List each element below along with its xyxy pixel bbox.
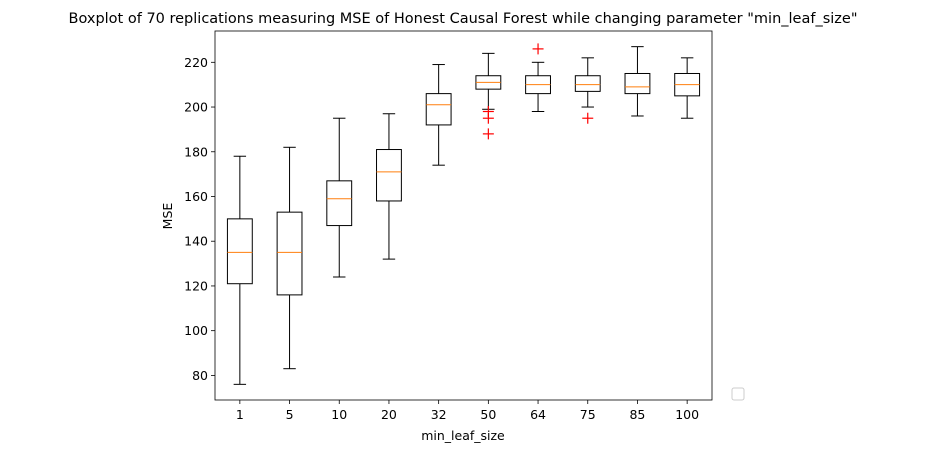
x-axis-label: min_leaf_size bbox=[421, 428, 505, 443]
box-10 bbox=[326, 180, 353, 227]
box-20 bbox=[376, 149, 402, 202]
y-tick-label-180: 180 bbox=[184, 144, 208, 159]
x-tick-label-64: 64 bbox=[530, 407, 546, 422]
x-tick-label-75: 75 bbox=[580, 407, 596, 422]
box-5 bbox=[276, 211, 303, 296]
legend-box bbox=[731, 387, 745, 401]
chart-title: Boxplot of 70 replications measuring MSE… bbox=[69, 11, 858, 27]
outlier-50-2 bbox=[482, 128, 494, 140]
y-tick-label-80: 80 bbox=[192, 368, 208, 383]
x-tick-label-10: 10 bbox=[331, 407, 347, 422]
plot-frame bbox=[214, 30, 713, 401]
box-1 bbox=[226, 218, 253, 285]
x-tick-label-1: 1 bbox=[236, 407, 244, 422]
x-tick-label-50: 50 bbox=[480, 407, 496, 422]
outlier-50-1 bbox=[482, 112, 494, 124]
plot-area: 80 100 120 140 160 180 200 220 1 5 10 20 32 50 64 75 85 1… bbox=[184, 43, 701, 422]
y-tick-label-220: 220 bbox=[184, 55, 208, 70]
y-tick-label-140: 140 bbox=[184, 234, 208, 249]
x-tick-label-5: 5 bbox=[286, 407, 294, 422]
y-tick-label-200: 200 bbox=[184, 100, 208, 115]
y-tick-label-160: 160 bbox=[184, 189, 208, 204]
y-axis-label: MSE bbox=[160, 203, 175, 230]
x-tick-label-32: 32 bbox=[431, 407, 447, 422]
x-tick-label-85: 85 bbox=[629, 407, 645, 422]
box-32 bbox=[425, 93, 452, 126]
y-tick-label-100: 100 bbox=[184, 323, 208, 338]
box-85 bbox=[624, 72, 651, 95]
outlier-75-0 bbox=[582, 112, 594, 124]
x-tick-label-100: 100 bbox=[675, 407, 699, 422]
x-tick-label-20: 20 bbox=[381, 407, 397, 422]
box-75 bbox=[574, 75, 601, 92]
outlier-64-0 bbox=[532, 43, 544, 55]
y-tick-label-120: 120 bbox=[184, 278, 208, 293]
